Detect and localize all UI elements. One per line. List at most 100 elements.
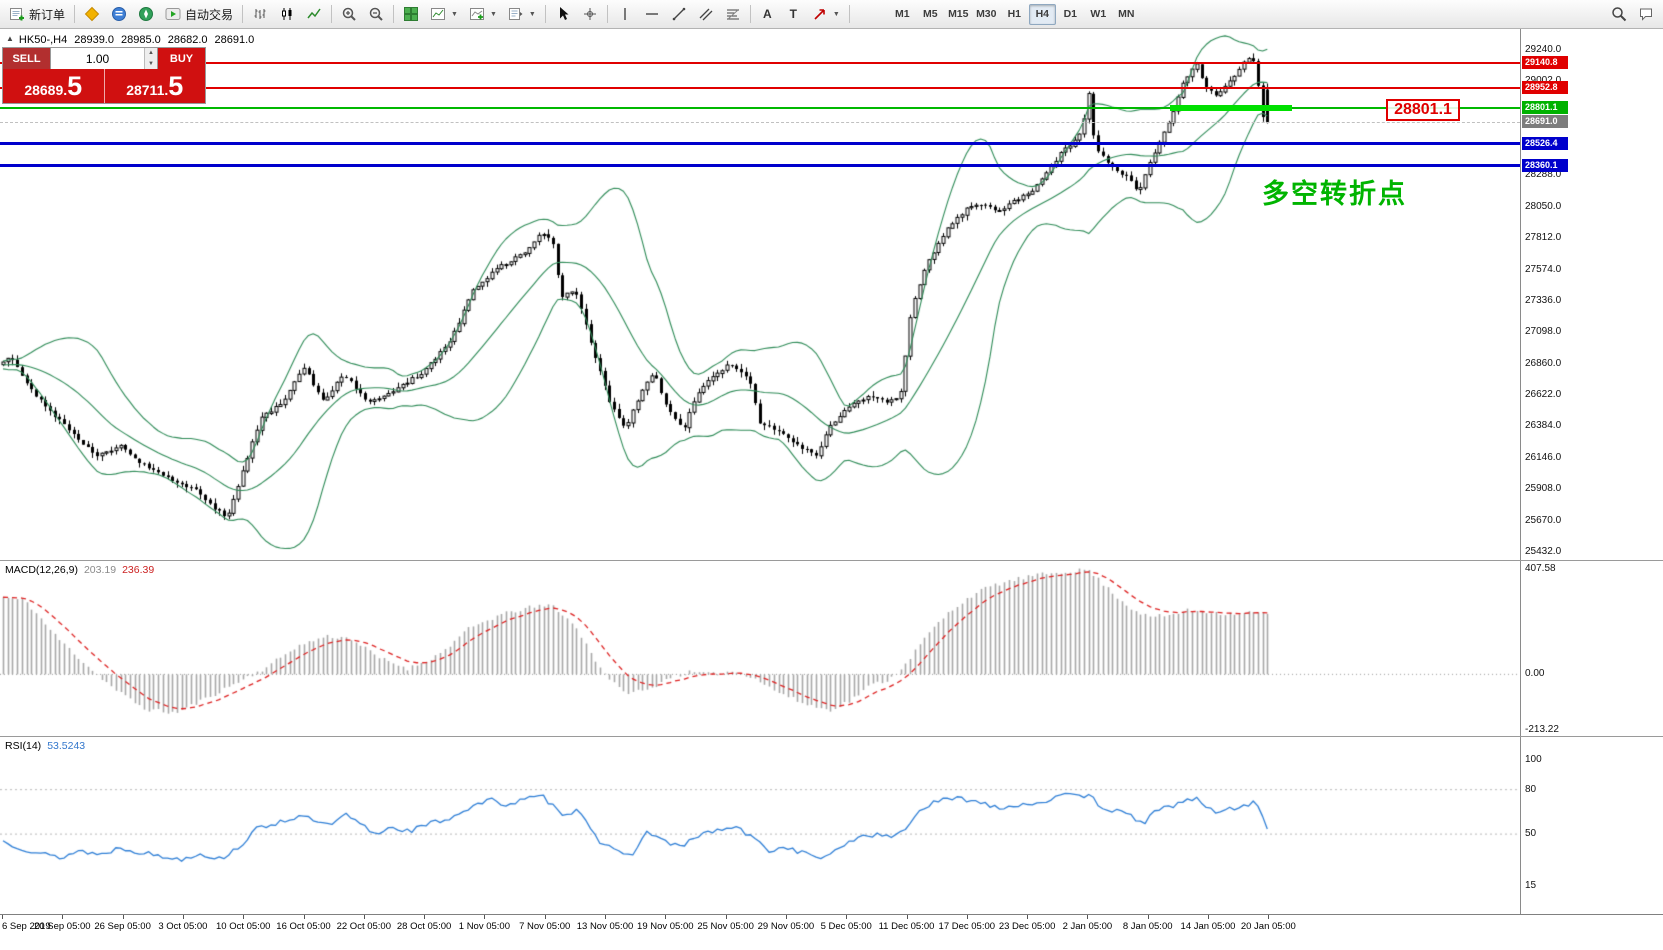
chart-text-annotation[interactable]: 多空转折点: [1262, 179, 1407, 209]
rsi-canvas[interactable]: [0, 737, 1520, 915]
candlestick-chart-icon: [279, 6, 295, 22]
navigator-button[interactable]: [133, 3, 159, 26]
volume-field-wrap: ▲ ▼: [50, 48, 158, 69]
sell-button[interactable]: SELL: [3, 48, 50, 69]
price-level-line[interactable]: [0, 122, 1520, 124]
time-axis-label: 20 Jan 05:00: [1240, 921, 1296, 932]
toolbar-separator: [74, 5, 76, 23]
zoom-in-button[interactable]: [336, 3, 362, 26]
timeframe-m30[interactable]: M30: [973, 4, 1000, 25]
price-axis-tick: 26384.0: [1525, 420, 1562, 432]
time-axis-tick: [1087, 915, 1089, 919]
support-zone-highlight[interactable]: [1170, 104, 1292, 111]
timeframe-mn[interactable]: MN: [1113, 4, 1140, 25]
time-axis-tick: [544, 915, 546, 919]
collapse-arrow-icon[interactable]: ▲: [6, 34, 14, 43]
rsi-label: RSI(14) 53.5243: [5, 740, 85, 752]
text-label-button[interactable]: T: [781, 3, 806, 26]
vertical-line-button[interactable]: [612, 3, 638, 26]
price-axis-badge: 28952.8: [1522, 80, 1568, 94]
dropdown-caret-icon: ▼: [451, 10, 458, 18]
timeframe-m1[interactable]: M1: [889, 4, 916, 25]
rsi-axis-tick: 15: [1525, 880, 1537, 891]
time-axis-tick: [182, 915, 184, 919]
macd-axis-tick: 0.00: [1525, 668, 1545, 680]
price-level-line[interactable]: [0, 142, 1520, 146]
autotrading-button[interactable]: 自动交易: [160, 3, 238, 26]
equidistant-channel-icon: [698, 6, 714, 22]
price-level-line[interactable]: [0, 106, 1520, 109]
search-button[interactable]: [1606, 3, 1632, 26]
timeframe-h1[interactable]: H1: [1001, 4, 1028, 25]
price-callout-label[interactable]: 28801.1: [1386, 99, 1460, 121]
timeframe-m15[interactable]: M15: [945, 4, 972, 25]
timeframe-h4[interactable]: H4: [1028, 3, 1056, 25]
sell-price-small: 28689.: [24, 82, 68, 98]
volume-down-button[interactable]: ▼: [145, 58, 157, 69]
macd-canvas[interactable]: [0, 561, 1520, 737]
chat-button[interactable]: [1633, 3, 1659, 26]
timeframe-d1[interactable]: D1: [1057, 4, 1084, 25]
tile-windows-icon: [403, 6, 419, 22]
volume-up-button[interactable]: ▲: [145, 48, 157, 59]
fibonacci-button[interactable]: [720, 3, 746, 26]
trendline-icon: [671, 6, 687, 22]
time-axis-label: 10 Oct 05:00: [215, 921, 271, 932]
macd-label: MACD(12,26,9) 203.19 236.39: [5, 564, 154, 576]
arrows-button[interactable]: ▼: [807, 3, 845, 26]
price-axis-badge: 28526.4: [1522, 136, 1568, 150]
volume-input[interactable]: [51, 48, 144, 69]
text-button[interactable]: A: [755, 3, 780, 26]
horizontal-line-button[interactable]: [639, 3, 665, 26]
new-chart-button[interactable]: ▼: [425, 3, 463, 26]
arrow-icon: [812, 6, 828, 22]
data-window-button[interactable]: [106, 3, 132, 26]
time-axis-label: 26 Sep 05:00: [94, 921, 151, 932]
time-axis[interactable]: 6 Sep 2019 20 Sep 05:00 26 Sep 05:00 3 Oct …: [0, 914, 1663, 950]
zoom-in-icon: [341, 6, 357, 22]
time-axis-label: 25 Nov 05:00: [697, 921, 754, 932]
price-level-line[interactable]: [0, 61, 1520, 64]
cursor-button[interactable]: [550, 3, 576, 26]
bar-chart-icon: [252, 6, 268, 22]
new-order-label: 新订单: [29, 7, 66, 22]
buy-price[interactable]: 28711. 5: [105, 69, 206, 103]
indicators-button[interactable]: ▼: [464, 3, 502, 26]
main-chart-canvas[interactable]: [0, 29, 1520, 560]
new-order-button[interactable]: 新订单: [4, 3, 70, 26]
timeframe-m5[interactable]: M5: [917, 4, 944, 25]
zoom-out-icon: [368, 6, 384, 22]
zoom-out-button[interactable]: [363, 3, 389, 26]
market-watch-button[interactable]: [79, 3, 105, 26]
symbol-ohlc-line: ▲ HK50-,H4 28939.0 28985.0 28682.0 28691…: [6, 34, 254, 46]
vertical-line-icon: [617, 6, 633, 22]
sell-price[interactable]: 28689. 5: [3, 69, 104, 103]
autotrading-icon: [165, 6, 181, 22]
cursor-icon: [555, 6, 571, 22]
bar-chart-button[interactable]: [247, 3, 273, 26]
line-chart-button[interactable]: [301, 3, 327, 26]
trendline-button[interactable]: [666, 3, 692, 26]
crosshair-button[interactable]: [577, 3, 603, 26]
time-axis-label: 28 Oct 05:00: [396, 921, 452, 932]
dropdown-caret-icon: ▼: [832, 10, 840, 18]
time-axis-label: 7 Nov 05:00: [519, 921, 571, 932]
buy-price-big: 5: [168, 71, 184, 101]
templates-button[interactable]: ▼: [503, 3, 541, 26]
timeframe-w1[interactable]: W1: [1085, 4, 1112, 25]
close-value: 28691.0: [214, 34, 255, 46]
time-axis-tick: [303, 915, 305, 919]
time-axis-tick: [605, 915, 606, 919]
price-level-line[interactable]: [0, 86, 1520, 89]
price-axis-tick: 25908.0: [1525, 483, 1562, 495]
candlestick-chart-button[interactable]: [274, 3, 300, 26]
price-axis[interactable]: 29240.029002.028288.028050.027812.027574…: [1520, 29, 1663, 560]
time-axis-label: 29 Nov 05:00: [757, 921, 815, 932]
equidistant-channel-button[interactable]: [693, 3, 719, 26]
price-level-line[interactable]: [0, 164, 1520, 168]
text-label-icon: T: [789, 7, 798, 21]
indicators-icon: [469, 6, 485, 22]
buy-button[interactable]: BUY: [158, 48, 205, 69]
buy-price-small: 28711.: [126, 82, 169, 98]
tile-windows-button[interactable]: [398, 3, 424, 26]
